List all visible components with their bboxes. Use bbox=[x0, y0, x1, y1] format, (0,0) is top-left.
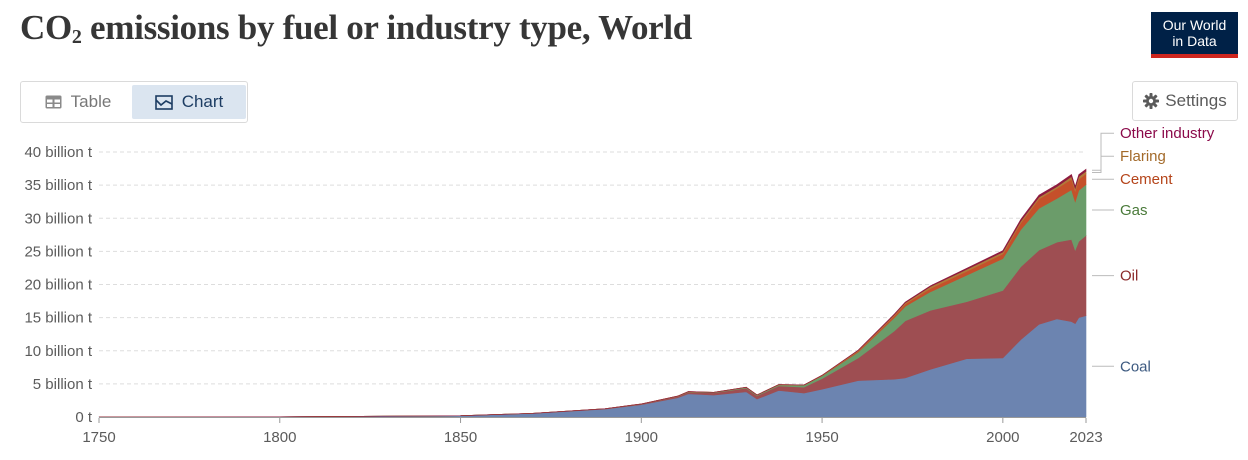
x-tick-label: 1750 bbox=[82, 429, 115, 446]
table-icon bbox=[45, 95, 62, 109]
tab-table[interactable]: Table bbox=[25, 85, 131, 119]
series-label-gas[interactable]: Gas bbox=[1120, 202, 1148, 219]
owid-logo[interactable]: Our World in Data bbox=[1151, 12, 1238, 58]
y-tick-label: 10 billion t bbox=[24, 343, 92, 360]
title-rest: emissions by fuel or industry type, Worl… bbox=[81, 8, 692, 47]
y-tick-label: 25 billion t bbox=[24, 243, 92, 260]
x-tick-label: 2000 bbox=[986, 429, 1019, 446]
tab-chart-label: Chart bbox=[181, 92, 224, 111]
series-label-other-industry[interactable]: Other industry bbox=[1120, 125, 1215, 142]
y-tick-label: 20 billion t bbox=[24, 277, 92, 294]
logo-line-2: in Data bbox=[1172, 33, 1217, 49]
logo-line-1: Our World bbox=[1162, 17, 1227, 33]
y-tick-label: 0 t bbox=[75, 409, 93, 426]
series-label-oil[interactable]: Oil bbox=[1120, 268, 1138, 285]
x-tick-label: 2023 bbox=[1069, 429, 1102, 446]
gear-icon bbox=[1143, 93, 1160, 109]
area-other-industry bbox=[98, 168, 1087, 418]
series-labels: Coal Oil Gas Cement Flaring Other industry bbox=[1092, 125, 1215, 375]
axes: 0 t 5 billion t 10 billion t 15 billion t 20… bbox=[24, 144, 1102, 446]
y-tick-label: 30 billion t bbox=[24, 210, 92, 227]
x-tick-label: 1900 bbox=[625, 429, 658, 446]
tab-chart[interactable]: Chart bbox=[132, 85, 246, 119]
settings-label: Settings bbox=[1165, 91, 1227, 110]
title-subscript: 2 bbox=[71, 26, 82, 48]
y-tick-label: 40 billion t bbox=[24, 144, 92, 161]
y-tick-label: 5 billion t bbox=[33, 376, 93, 393]
x-tick-label: 1800 bbox=[263, 429, 296, 446]
series-label-flaring[interactable]: Flaring bbox=[1120, 148, 1166, 165]
series-label-coal[interactable]: Coal bbox=[1120, 358, 1151, 375]
y-tick-label: 15 billion t bbox=[24, 310, 92, 327]
series-label-cement[interactable]: Cement bbox=[1120, 171, 1173, 188]
x-tick-label: 1850 bbox=[444, 429, 477, 446]
view-tabs: Table Chart bbox=[20, 81, 248, 123]
title-prefix: CO bbox=[20, 8, 72, 47]
settings-button[interactable]: Settings bbox=[1132, 81, 1238, 121]
x-tick-label: 1950 bbox=[805, 429, 838, 446]
area-chart-icon bbox=[154, 94, 173, 110]
tab-table-label: Table bbox=[70, 92, 112, 111]
leader-line-other-industry bbox=[1092, 132, 1114, 171]
y-tick-label: 35 billion t bbox=[24, 177, 92, 194]
stacked-areas bbox=[98, 168, 1087, 418]
page-title: CO2 emissions by fuel or industry type, … bbox=[20, 8, 692, 48]
